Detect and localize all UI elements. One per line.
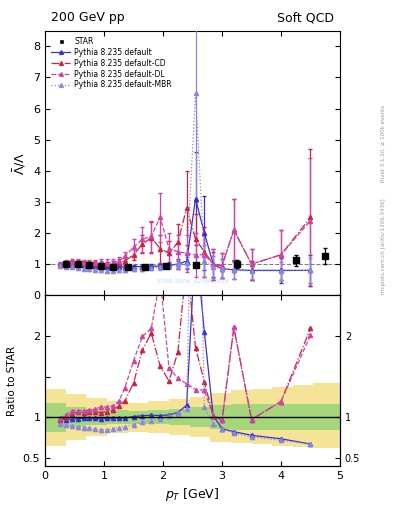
Text: Soft QCD: Soft QCD [277, 11, 334, 24]
Text: STAR 2006_S23860918: STAR 2006_S23860918 [157, 278, 229, 284]
Y-axis label: $\bar{\Lambda}/\Lambda$: $\bar{\Lambda}/\Lambda$ [11, 152, 28, 175]
Text: 200 GeV pp: 200 GeV pp [51, 11, 125, 24]
X-axis label: $p_T$ [GeV]: $p_T$ [GeV] [165, 486, 220, 503]
Text: Rivet 3.1.10, ≥ 100k events: Rivet 3.1.10, ≥ 100k events [381, 105, 386, 182]
Text: mcplots.cern.ch [arXiv:1306.3436]: mcplots.cern.ch [arXiv:1306.3436] [381, 198, 386, 293]
Y-axis label: Ratio to STAR: Ratio to STAR [7, 346, 17, 416]
Legend: STAR, Pythia 8.235 default, Pythia 8.235 default-CD, Pythia 8.235 default-DL, Py: STAR, Pythia 8.235 default, Pythia 8.235… [49, 34, 174, 92]
